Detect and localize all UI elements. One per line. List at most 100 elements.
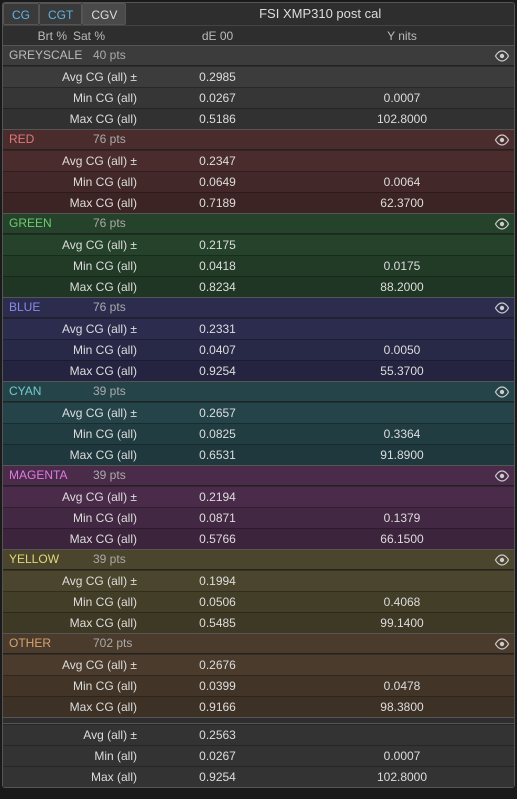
tab-cgv[interactable]: CGV <box>82 3 126 25</box>
row-y-value: 102.8000 <box>290 109 514 129</box>
row-label: Min CG (all) <box>3 88 145 108</box>
section-header-other: OTHER702 pts <box>3 633 514 654</box>
data-row-yellow-min: Min CG (all)0.05060.4068 <box>3 591 514 612</box>
data-row-other-avg: Avg CG (all) ±0.2676 <box>3 654 514 675</box>
row-y-value <box>290 571 514 591</box>
section-header-red: RED76 pts <box>3 129 514 150</box>
row-y-value <box>290 67 514 87</box>
calibration-panel: CGCGTCGV FSI XMP310 post cal Brt % Sat %… <box>2 2 515 788</box>
data-row-cyan-avg: Avg CG (all) ±0.2657 <box>3 402 514 423</box>
row-y-value: 0.3364 <box>290 424 514 444</box>
sections-container: GREYSCALE40 ptsAvg CG (all) ±0.2985Min C… <box>3 45 514 717</box>
summary-avg-label: Avg (all) ± <box>3 725 145 745</box>
row-de-value: 0.2985 <box>145 67 290 87</box>
row-de-value: 0.6531 <box>145 445 290 465</box>
summary-max-row: Max (all) 0.9254 102.8000 <box>3 766 514 787</box>
header-row: CGCGTCGV FSI XMP310 post cal <box>3 3 514 25</box>
row-de-value: 0.5766 <box>145 529 290 549</box>
section-pts: 39 pts <box>93 465 153 486</box>
section-pts: 76 pts <box>93 129 153 150</box>
row-y-value: 88.2000 <box>290 277 514 297</box>
data-row-other-max: Max CG (all)0.916698.3800 <box>3 696 514 717</box>
tab-cg[interactable]: CG <box>3 3 39 25</box>
row-de-value: 0.2194 <box>145 487 290 507</box>
section-header-blue: BLUE76 pts <box>3 297 514 318</box>
row-label: Avg CG (all) ± <box>3 571 145 591</box>
visibility-toggle-icon[interactable] <box>490 381 514 402</box>
row-de-value: 0.1994 <box>145 571 290 591</box>
row-label: Min CG (all) <box>3 424 145 444</box>
row-y-value: 0.0175 <box>290 256 514 276</box>
summary-max-y: 102.8000 <box>290 767 514 787</box>
row-de-value: 0.2676 <box>145 655 290 675</box>
section-pts: 76 pts <box>93 297 153 318</box>
row-de-value: 0.2657 <box>145 403 290 423</box>
row-de-value: 0.0825 <box>145 424 290 444</box>
row-y-value <box>290 319 514 339</box>
section-pts: 702 pts <box>93 633 153 654</box>
visibility-toggle-icon[interactable] <box>490 129 514 150</box>
summary-min-y: 0.0007 <box>290 746 514 766</box>
row-y-value: 98.3800 <box>290 697 514 717</box>
visibility-toggle-icon[interactable] <box>490 549 514 570</box>
row-y-value: 0.0007 <box>290 88 514 108</box>
visibility-toggle-icon[interactable] <box>490 633 514 654</box>
row-de-value: 0.0506 <box>145 592 290 612</box>
summary-block: Avg (all) ± 0.2563 Min (all) 0.0267 0.00… <box>3 723 514 787</box>
section-name: RED <box>3 129 93 150</box>
visibility-toggle-icon[interactable] <box>490 45 514 66</box>
data-row-yellow-max: Max CG (all)0.548599.1400 <box>3 612 514 633</box>
data-row-blue-min: Min CG (all)0.04070.0050 <box>3 339 514 360</box>
section-name: MAGENTA <box>3 465 93 486</box>
row-de-value: 0.9166 <box>145 697 290 717</box>
section-pts: 40 pts <box>93 45 153 66</box>
data-row-greyscale-avg: Avg CG (all) ±0.2985 <box>3 66 514 87</box>
section-name: BLUE <box>3 297 93 318</box>
data-row-greyscale-max: Max CG (all)0.5186102.8000 <box>3 108 514 129</box>
visibility-toggle-icon[interactable] <box>490 465 514 486</box>
row-de-value: 0.0418 <box>145 256 290 276</box>
row-label: Avg CG (all) ± <box>3 235 145 255</box>
visibility-toggle-icon[interactable] <box>490 297 514 318</box>
row-de-value: 0.5485 <box>145 613 290 633</box>
summary-max-label: Max (all) <box>3 767 145 787</box>
row-label: Min CG (all) <box>3 172 145 192</box>
row-label: Max CG (all) <box>3 697 145 717</box>
data-row-cyan-max: Max CG (all)0.653191.8900 <box>3 444 514 465</box>
row-label: Min CG (all) <box>3 256 145 276</box>
row-y-value <box>290 151 514 171</box>
row-de-value: 0.2331 <box>145 319 290 339</box>
row-de-value: 0.5186 <box>145 109 290 129</box>
summary-min-de: 0.0267 <box>145 746 290 766</box>
section-header-magenta: MAGENTA39 pts <box>3 465 514 486</box>
section-header-green: GREEN76 pts <box>3 213 514 234</box>
row-de-value: 0.0649 <box>145 172 290 192</box>
row-de-value: 0.2175 <box>145 235 290 255</box>
row-label: Avg CG (all) ± <box>3 67 145 87</box>
summary-avg-de: 0.2563 <box>145 725 290 745</box>
data-row-blue-avg: Avg CG (all) ±0.2331 <box>3 318 514 339</box>
section-name: GREEN <box>3 213 93 234</box>
tab-cgt[interactable]: CGT <box>39 3 82 25</box>
row-y-value: 0.0478 <box>290 676 514 696</box>
row-label: Avg CG (all) ± <box>3 487 145 507</box>
row-label: Avg CG (all) ± <box>3 319 145 339</box>
data-row-yellow-avg: Avg CG (all) ±0.1994 <box>3 570 514 591</box>
row-label: Max CG (all) <box>3 445 145 465</box>
data-row-red-avg: Avg CG (all) ±0.2347 <box>3 150 514 171</box>
row-label: Avg CG (all) ± <box>3 151 145 171</box>
row-y-value <box>290 487 514 507</box>
row-de-value: 0.2347 <box>145 151 290 171</box>
data-row-green-max: Max CG (all)0.823488.2000 <box>3 276 514 297</box>
visibility-toggle-icon[interactable] <box>490 213 514 234</box>
row-y-value: 66.1500 <box>290 529 514 549</box>
col-y: Y nits <box>290 26 514 45</box>
data-row-red-min: Min CG (all)0.06490.0064 <box>3 171 514 192</box>
section-header-yellow: YELLOW39 pts <box>3 549 514 570</box>
row-label: Max CG (all) <box>3 193 145 213</box>
section-header-greyscale: GREYSCALE40 pts <box>3 45 514 66</box>
data-row-other-min: Min CG (all)0.03990.0478 <box>3 675 514 696</box>
summary-max-de: 0.9254 <box>145 767 290 787</box>
row-de-value: 0.0267 <box>145 88 290 108</box>
summary-min-row: Min (all) 0.0267 0.0007 <box>3 745 514 766</box>
